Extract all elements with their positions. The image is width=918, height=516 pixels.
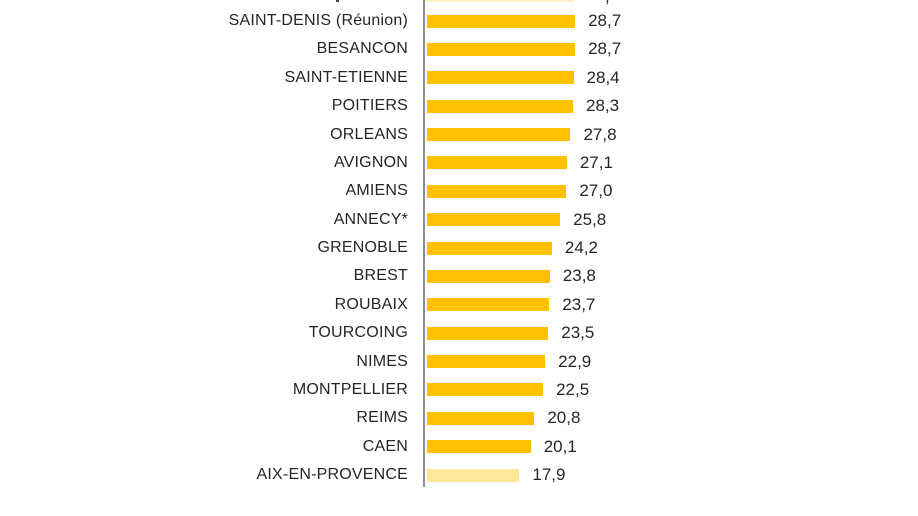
category-label: ANNECY* (333, 210, 408, 228)
category-label: POITIERS (331, 97, 408, 115)
bar (427, 99, 574, 113)
value-label: 28,7 (588, 39, 622, 59)
category-label: BESANCON (316, 40, 408, 58)
value-label: 28,3 (586, 96, 620, 116)
chart-row: REIMS 20,8 (0, 404, 918, 432)
category-label: ORLEANS (330, 125, 408, 143)
bar (427, 42, 576, 56)
value-label: 17,9 (532, 465, 566, 484)
chart-row: POITIERS 28,3 (0, 92, 918, 120)
bar (427, 156, 567, 170)
category-label: CAEN (362, 437, 408, 455)
bar (427, 411, 535, 425)
value-label: 23,5 (561, 323, 595, 343)
category-label: MONTPELLIER (292, 380, 408, 398)
bar (427, 71, 574, 85)
value-label: 22,9 (558, 351, 592, 371)
category-label: AIX-EN-PROVENCE (256, 466, 408, 483)
category-label: SAINT-DENIS (Réunion) (228, 12, 408, 29)
value-label: 24,2 (564, 238, 598, 257)
category-label: TOURCOING (308, 324, 408, 342)
bar (427, 184, 567, 198)
category-label: AMIENS (345, 182, 408, 200)
cutoff-bar-fragment (425, 0, 574, 2)
value-label: 20,1 (543, 436, 577, 456)
bar (427, 128, 571, 141)
cutoff-value-fragment: , (605, 0, 610, 7)
chart-row: BREST 23,8 (0, 262, 918, 290)
value-label: 20,8 (547, 408, 581, 428)
value-label: 27,8 (583, 124, 617, 144)
bar (427, 326, 549, 340)
value-label: 25,8 (573, 209, 607, 229)
value-label: 22,5 (556, 379, 590, 399)
chart-row: MONTPELLIER 22,5 (0, 376, 918, 404)
value-label: 27,0 (579, 181, 613, 201)
value-label: 23,8 (562, 266, 596, 286)
category-label: REIMS (356, 409, 408, 427)
category-label: BREST (353, 267, 408, 285)
chart-row: SAINT-DENIS (Réunion) 28,7 (0, 7, 918, 35)
value-label: 28,7 (588, 11, 622, 30)
value-label: 23,7 (562, 294, 596, 314)
chart-row: ROUBAIX 23,7 (0, 291, 918, 319)
chart-row: CAEN 20,1 (0, 432, 918, 460)
category-label: AVIGNON (333, 153, 408, 171)
cutoff-label-fragment (336, 0, 339, 2)
value-label: 27,1 (579, 152, 613, 172)
chart-row: ANNECY* 25,8 (0, 205, 918, 233)
bar (427, 355, 546, 368)
value-label: 28,4 (586, 67, 620, 87)
chart-row: AVIGNON 27,1 (0, 149, 918, 177)
chart-row: AMIENS 27,0 (0, 177, 918, 205)
category-label: SAINT-ETIENNE (284, 68, 408, 86)
category-label: ROUBAIX (334, 295, 408, 313)
chart-row: AIX-EN-PROVENCE 17,9 (0, 461, 918, 489)
bar (427, 383, 544, 397)
chart-row: ORLEANS 27,8 (0, 120, 918, 148)
bar (427, 14, 576, 28)
bar (427, 440, 531, 454)
chart-row: TOURCOING 23,5 (0, 319, 918, 347)
chart-row: SAINT-ETIENNE 28,4 (0, 64, 918, 92)
category-label: NIMES (356, 352, 408, 370)
bar (427, 269, 550, 283)
category-axis-line (423, 0, 425, 487)
bar (427, 241, 552, 255)
chart-row: BESANCON 28,7 (0, 35, 918, 63)
bar (427, 213, 561, 227)
bar (427, 298, 550, 312)
chart-row: GRENOBLE 24,2 (0, 234, 918, 262)
category-label: GRENOBLE (317, 239, 408, 256)
bar (427, 468, 520, 482)
chart-row: NIMES 22,9 (0, 347, 918, 375)
